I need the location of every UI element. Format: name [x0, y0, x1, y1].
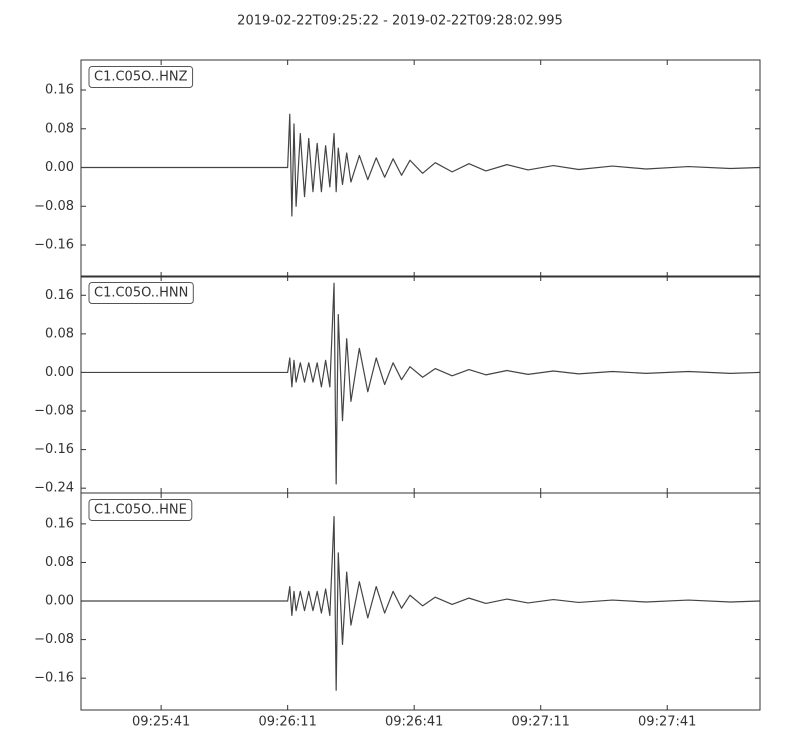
figure-title: 2019-02-22T09:25:22 - 2019-02-22T09:28:0…	[237, 14, 563, 29]
y-tick-label: −0.16	[34, 442, 74, 457]
y-tick-label: 0.08	[45, 121, 74, 136]
y-tick-label: 0.00	[45, 160, 74, 175]
waveform	[81, 516, 761, 691]
trace-label: C1.C05O..HNZ	[94, 70, 188, 85]
x-tick-label: 09:26:41	[385, 715, 443, 730]
x-tick-label: 09:26:11	[258, 715, 316, 730]
y-tick-label: −0.24	[34, 481, 74, 496]
y-tick-label: 0.00	[45, 365, 74, 380]
panel-frame	[80, 492, 761, 711]
trace-label-box	[88, 66, 194, 88]
waveform	[81, 113, 761, 217]
waveform	[81, 282, 761, 485]
y-tick-label: 0.16	[45, 83, 74, 98]
y-tick-label: −0.16	[34, 671, 74, 686]
trace-label-box	[88, 499, 193, 521]
panel-frame	[80, 59, 761, 278]
y-tick-label: 0.16	[45, 516, 74, 531]
y-tick-label: −0.08	[34, 404, 74, 419]
y-tick-label: −0.08	[34, 199, 74, 214]
x-tick-label: 09:27:11	[512, 715, 570, 730]
x-tick-label: 09:25:41	[132, 715, 190, 730]
y-tick-label: −0.08	[34, 632, 74, 647]
trace-label: C1.C05O..HNN	[94, 286, 188, 301]
y-tick-label: 0.00	[45, 594, 74, 609]
trace-label-box	[88, 282, 194, 304]
x-tick-label: 09:27:41	[638, 715, 696, 730]
trace-label: C1.C05O..HNE	[94, 503, 187, 518]
y-tick-label: 0.16	[45, 288, 74, 303]
y-tick-label: −0.16	[34, 238, 74, 253]
y-tick-label: 0.08	[45, 555, 74, 570]
y-tick-label: 0.08	[45, 326, 74, 341]
